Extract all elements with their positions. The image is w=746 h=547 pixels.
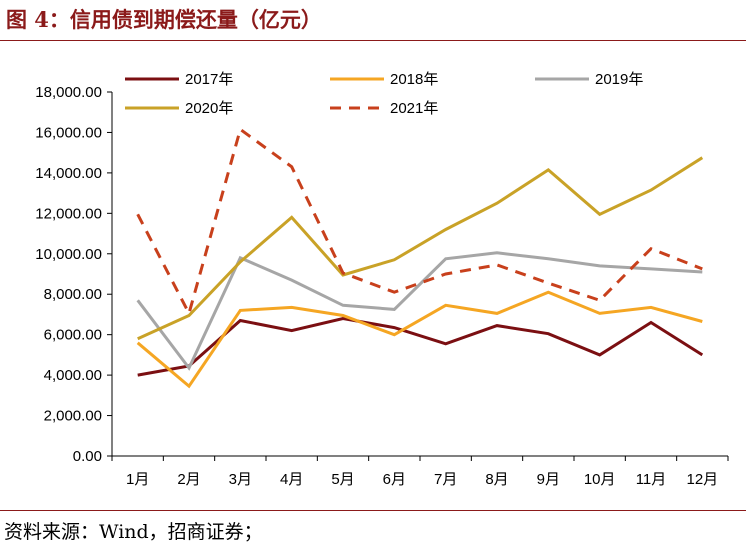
footer-bar: 资料来源：Wind，招商证券； [0, 510, 746, 547]
x-tick-label: 2月 [177, 471, 200, 488]
x-tick-label: 3月 [229, 471, 252, 488]
y-tick-label: 8,000.00 [44, 286, 102, 303]
chart-axes [107, 92, 728, 461]
line-chart: 0.00 2,000.00 4,000.00 6,000.00 8,000.00 10,0… [0, 40, 746, 510]
y-tick-label: 12,000.00 [35, 205, 102, 222]
y-tick-label: 0.00 [73, 448, 102, 465]
x-tick-label: 4月 [280, 471, 303, 488]
y-axis-tick-labels: 0.00 2,000.00 4,000.00 6,000.00 8,000.00 10,0… [35, 84, 102, 465]
y-tick-label: 16,000.00 [35, 124, 102, 141]
title-bar: 图 4：信用债到期偿还量（亿元） [0, 0, 746, 41]
legend-label: 2017年 [185, 71, 233, 88]
y-tick-label: 14,000.00 [35, 165, 102, 182]
y-tick-label: 10,000.00 [35, 246, 102, 263]
source-note: 资料来源：Wind，招商证券； [4, 517, 263, 544]
y-tick-label: 4,000.00 [44, 367, 102, 384]
figure-title: 图 4：信用债到期偿还量（亿元） [6, 4, 322, 34]
x-tick-label: 7月 [434, 471, 457, 488]
x-tick-label: 10月 [584, 471, 616, 488]
series-line-0 [138, 319, 703, 376]
x-tick-label: 12月 [686, 471, 718, 488]
legend-label: 2020年 [185, 100, 233, 117]
x-tick-label: 9月 [537, 471, 560, 488]
x-tick-label: 5月 [331, 471, 354, 488]
legend-label: 2019年 [595, 71, 643, 88]
chart-legend: 2017年 2018年 2019年 2020年 2021年 [125, 71, 643, 117]
y-tick-label: 18,000.00 [35, 84, 102, 101]
legend-label: 2018年 [390, 71, 438, 88]
x-axis-tick-labels: 1月 2月 3月 4月 5月 6月 7月 8月 9月 10月 11月 12月 [126, 471, 718, 488]
series-lines [138, 129, 703, 386]
legend-label: 2021年 [390, 100, 438, 117]
x-tick-label: 11月 [636, 471, 667, 488]
x-tick-label: 1月 [126, 471, 149, 488]
x-tick-label: 8月 [485, 471, 508, 488]
y-tick-label: 6,000.00 [44, 327, 102, 344]
series-line-1 [138, 292, 703, 386]
y-tick-label: 2,000.00 [44, 408, 102, 425]
x-tick-label: 6月 [383, 471, 406, 488]
